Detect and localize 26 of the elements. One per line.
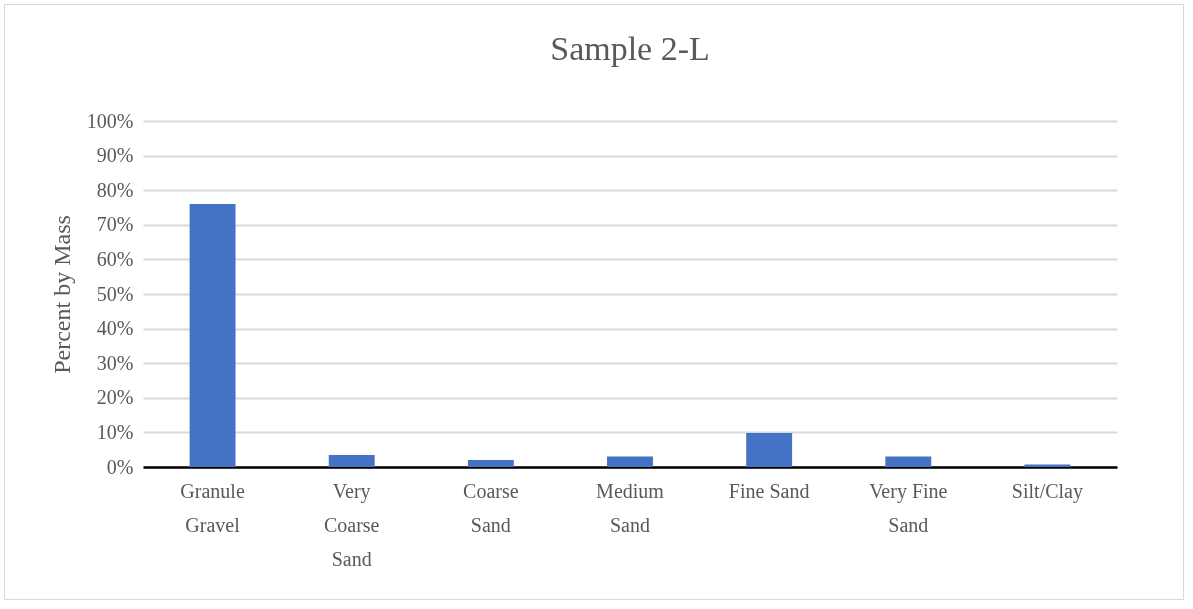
- x-tick-label: Very Fine Sand: [869, 479, 948, 536]
- y-tick-label: 100%: [86, 109, 134, 132]
- x-tick-label: Coarse Sand: [463, 479, 519, 536]
- bar: [885, 456, 932, 467]
- bar: [607, 456, 653, 467]
- x-tick-label: Granule Gravel: [180, 479, 245, 536]
- y-tick-label: 30%: [96, 351, 134, 374]
- y-tick-label: 50%: [96, 282, 134, 305]
- y-tick-label: 10%: [96, 420, 134, 443]
- y-axis-title: Percent by Mass: [48, 215, 75, 374]
- x-tick-label: Silt/Clay: [1011, 479, 1083, 503]
- bar: [189, 204, 236, 467]
- x-tick-label: Very Coarse Sand: [323, 479, 380, 570]
- y-tick-label: 20%: [96, 386, 134, 409]
- bar: [746, 433, 793, 467]
- x-tick-label: Medium Sand: [596, 479, 665, 536]
- bar: [467, 460, 514, 467]
- y-tick-label: 0%: [106, 455, 134, 478]
- y-tick-label: 70%: [96, 213, 134, 236]
- chart-title: Sample 2-L: [550, 30, 710, 67]
- y-tick-label: 90%: [96, 144, 134, 167]
- x-tick-label: Fine Sand: [728, 479, 810, 502]
- y-tick-label: 80%: [96, 178, 134, 201]
- y-tick-label: 40%: [96, 317, 134, 340]
- bar: [328, 454, 375, 467]
- y-tick-label: 60%: [96, 247, 134, 270]
